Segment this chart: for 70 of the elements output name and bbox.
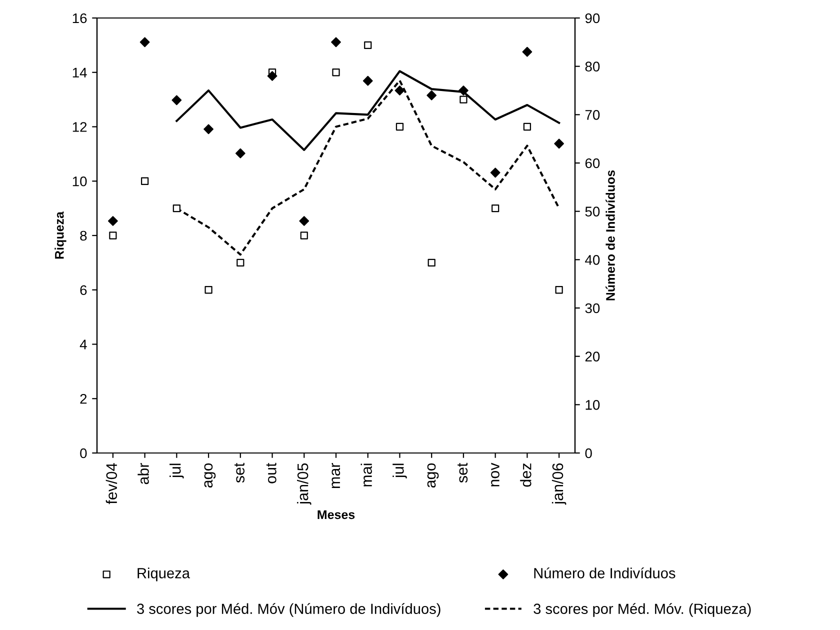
y2-tick-label: 60	[585, 158, 600, 168]
y2-axis-title: Número de Indivíduos	[606, 170, 615, 300]
point	[236, 258, 244, 266]
point	[362, 76, 373, 86]
point	[204, 286, 212, 294]
x-tick-label: mar	[332, 462, 340, 488]
point	[460, 96, 468, 104]
x-tick-label: set	[234, 462, 244, 483]
point	[458, 86, 468, 96]
x-tick-label: nov	[491, 462, 500, 486]
point	[235, 148, 246, 158]
y-tick-label: 4	[80, 340, 87, 350]
x-tick-label: jul	[170, 464, 184, 478]
x-tick-label: set	[458, 462, 468, 483]
legend-label: 3 scores por Méd. Móv. (Riqueza)	[534, 603, 751, 617]
y-tick-label: 2	[80, 394, 87, 404]
point	[140, 177, 149, 185]
x-tick-label: mai	[360, 464, 372, 486]
legend-label: Número de Indivíduos	[534, 567, 676, 578]
point	[554, 138, 564, 149]
x-tick-label: out	[266, 462, 276, 484]
legend-label: Riqueza	[138, 568, 190, 582]
x-tick-label: fev/04	[106, 463, 118, 504]
point	[364, 41, 372, 49]
y2-tick-label: 30	[585, 303, 600, 314]
x-tick-label: jan/05	[297, 463, 312, 505]
x-axis-title: Meses	[318, 510, 355, 520]
y2-tick-label: 80	[585, 62, 600, 72]
point	[300, 232, 308, 240]
point	[108, 216, 118, 226]
y-axis-title: Riqueza	[54, 211, 66, 259]
point	[172, 204, 180, 212]
y-tick-label: 8	[80, 230, 87, 241]
point	[332, 68, 340, 76]
y-tick-label: 12	[72, 122, 87, 132]
y2-tick-label: 40	[585, 255, 600, 265]
point	[267, 71, 278, 81]
x-tick-label: ago	[427, 463, 439, 488]
point	[172, 95, 182, 106]
point	[394, 86, 405, 96]
y2-tick-label: 20	[585, 352, 600, 362]
x-tick-label: jan/06	[552, 463, 566, 505]
point	[555, 286, 563, 294]
x-tick-label: abr	[138, 462, 149, 484]
point	[204, 124, 214, 134]
point	[396, 122, 404, 131]
point	[523, 122, 532, 131]
y-tick-label: 14	[72, 68, 87, 78]
point	[140, 37, 150, 48]
y2-tick-label: 10	[586, 400, 600, 410]
point	[490, 168, 500, 178]
point	[492, 204, 500, 212]
y-tick-label: 16	[72, 13, 87, 24]
y2-tick-label: 70	[585, 110, 600, 120]
legend-label: 3 scores por Méd. Móv (Número de Indivíduos)	[137, 603, 440, 617]
point	[109, 232, 117, 240]
y2-tick-label: 0	[585, 448, 592, 458]
point	[428, 258, 436, 266]
point	[522, 46, 532, 57]
x-tick-label: jul	[392, 464, 407, 478]
y2-tick-label: 90	[585, 13, 600, 24]
x-tick-label: dez	[520, 463, 532, 487]
y-tick-label: 6	[80, 285, 87, 296]
point	[299, 216, 310, 226]
y2-tick-label: 50	[585, 206, 600, 217]
y-tick-label: 0	[80, 448, 87, 458]
x-tick-label: ago	[204, 463, 216, 488]
point	[426, 90, 437, 100]
y-tick-label: 10	[72, 176, 87, 186]
point	[331, 37, 341, 48]
